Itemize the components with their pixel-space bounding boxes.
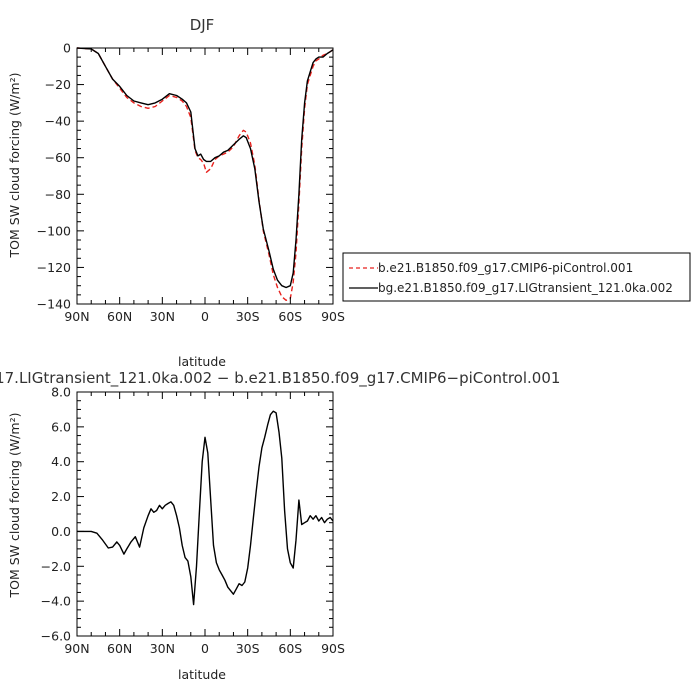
bottom-y-tick-label: −4.0 (41, 594, 71, 609)
legend-label-transient: bg.e21.B1850.f09_g17.LIGtransient_121.0k… (378, 281, 673, 295)
bottom-y-label: TOM SW cloud forcing (W/m²) (7, 413, 22, 599)
bottom-plot-area: 90N 60N 30N 0 30S 60S 90S 8.0 6.0 4.0 2.0 0.0 −2.0 −4… (41, 385, 345, 657)
bottom-x-tick-label: 90S (321, 641, 345, 656)
bottom-title-line: bg.e21.B1850.f09_g17.LIGtransient_121.0k… (0, 369, 560, 388)
top-x-tick-label: 30S (236, 309, 260, 324)
top-y-tick-label: −80 (45, 187, 71, 202)
top-x-tick-label: 60N (107, 309, 132, 324)
top-y-tick-label: −20 (45, 77, 71, 92)
top-x-tick-label: 30N (150, 309, 175, 324)
top-series-line-1 (76, 47, 334, 289)
bottom-y-tick-label: −6.0 (41, 629, 71, 644)
bottom-y-tick-label: 6.0 (51, 419, 71, 434)
top-y-tick-label: −40 (45, 114, 71, 129)
legend-box (342, 252, 691, 302)
bottom-x-tick-label: 90N (64, 641, 89, 656)
legend: b.e21.B1850.f09_g17.CMIP6-piControl.001 … (342, 252, 691, 302)
bottom-y-tick-label: 4.0 (51, 454, 71, 469)
bottom-x-label: latitude (178, 667, 226, 682)
bottom-x-tick-label: 60N (107, 641, 132, 656)
top-plot-area: 90N 60N 30N 0 30S 60S 90S 0 −20 −40 −60 −80 −100 −120… (37, 41, 345, 325)
bottom-y-tick-label: 8.0 (51, 385, 71, 400)
top-y-tick-label: 0 (63, 41, 71, 56)
bottom-y-tick-label: 2.0 (51, 489, 71, 504)
bottom-x-tick-label: 30S (236, 641, 260, 656)
top-panel: DJF 90N 60N 30N 0 30S 60S 90S 0 −20 −40 −60 −80 −100… (7, 16, 691, 369)
bottom-x-tick-label: 30N (150, 641, 175, 656)
bottom-x-tick-label: 0 (201, 641, 209, 656)
top-y-tick-label: −60 (45, 150, 71, 165)
top-x-tick-label: 60S (278, 309, 302, 324)
bottom-y-tick-label: 0.0 (51, 524, 71, 539)
bottom-x-tick-label: 60S (278, 641, 302, 656)
top-x-label: latitude (178, 354, 226, 369)
top-x-tick-label: 90N (64, 309, 89, 324)
top-y-label: TOM SW cloud forcing (W/m²) (7, 73, 22, 259)
top-x-tick-label: 0 (201, 309, 209, 324)
top-y-tick-label: −100 (37, 223, 71, 238)
top-series-line-0 (76, 47, 334, 301)
top-title: DJF (190, 16, 215, 34)
top-x-tick-label: 90S (321, 309, 345, 324)
bottom-panel: bg.e21.B1850.f09_g17.LIGtransient_121.0k… (0, 369, 560, 682)
top-y-tick-label: −140 (37, 297, 71, 312)
bottom-series-line-0 (77, 410, 334, 606)
top-y-tick-label: −120 (37, 260, 71, 275)
bottom-y-tick-label: −2.0 (41, 559, 71, 574)
bottom-plot-frame (76, 391, 334, 637)
legend-label-control: b.e21.B1850.f09_g17.CMIP6-piControl.001 (378, 261, 633, 275)
